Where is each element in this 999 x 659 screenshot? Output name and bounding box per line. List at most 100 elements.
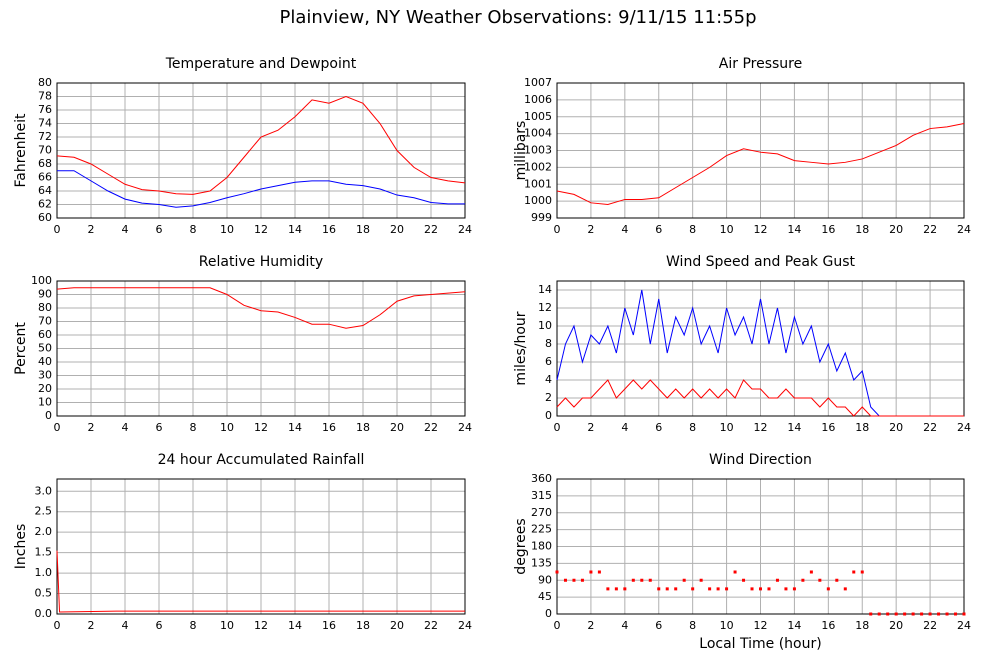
x-tick-label: 18 [855,619,869,632]
scatter-point [920,612,924,616]
y-tick-label: 1006 [524,93,552,106]
scatter-point [623,587,627,591]
scatter-point [945,612,949,616]
scatter-point [606,587,610,591]
scatter-point [699,578,703,582]
scatter-point [733,570,737,574]
y-tick-label: 90 [538,573,552,586]
y-tick-label: 1003 [524,144,552,157]
y-tick-label: 1004 [524,127,552,140]
y-tick-label: 12 [538,301,552,314]
x-tick-label: 14 [787,421,801,434]
x-tick-label: 22 [424,223,438,236]
plot-title: Wind Speed and Peak Gust [666,254,855,270]
plot-frame [556,478,965,615]
plot-frame [56,478,466,615]
y-tick-label: 999 [531,211,552,224]
x-tick-label: 16 [322,223,336,236]
series-line [56,287,466,329]
scatter-point [801,578,805,582]
x-tick-label: 4 [122,421,129,434]
y-tick-label: 1.5 [35,546,53,559]
x-tick-label: 12 [254,421,268,434]
y-tick-label: 45 [538,590,552,603]
x-tick-label: 24 [957,619,971,632]
x-tick-label: 18 [356,223,370,236]
series-line [56,550,465,613]
scatter-point [809,570,813,574]
y-axis-label: degrees [513,518,529,574]
x-tick-label: 16 [821,421,835,434]
y-tick-label: 74 [38,117,52,130]
x-tick-label: 20 [889,619,903,632]
scatter-point [580,578,584,582]
y-tick-label: 0 [545,409,552,422]
y-tick-label: 1007 [524,76,552,89]
x-tick-label: 6 [156,421,163,434]
x-tick-label: 6 [156,619,163,632]
scatter-point [911,612,915,616]
x-tick-label: 18 [356,421,370,434]
y-tick-label: 10 [538,319,552,332]
y-tick-label: 315 [531,489,552,502]
x-tick-label: 4 [621,619,628,632]
plot-frame [56,82,466,219]
y-tick-label: 60 [38,328,52,341]
x-tick-label: 18 [855,223,869,236]
x-tick-label: 10 [220,619,234,632]
x-tick-label: 2 [88,223,95,236]
x-tick-label: 20 [889,223,903,236]
y-tick-label: 180 [531,540,552,553]
y-tick-label: 8 [545,337,552,350]
scatter-point [792,587,796,591]
y-tick-label: 3.0 [35,484,53,497]
scatter-point [852,570,856,574]
scatter-point [716,587,720,591]
x-tick-label: 4 [122,619,129,632]
scatter-point [572,578,576,582]
x-tick-label: 10 [720,223,734,236]
y-tick-label: 1000 [524,194,552,207]
scatter-point [860,570,864,574]
x-tick-label: 14 [787,223,801,236]
scatter-point [962,612,966,616]
y-tick-label: 4 [545,373,552,386]
x-tick-label: 16 [821,223,835,236]
y-tick-label: 1001 [524,177,552,190]
x-tick-label: 6 [156,223,163,236]
scatter-point [597,570,601,574]
y-tick-label: 62 [38,198,52,211]
y-axis-label: Percent [13,322,29,375]
scatter-point [937,612,941,616]
scatter-point [614,587,618,591]
y-tick-label: 1002 [524,160,552,173]
x-tick-label: 4 [621,421,628,434]
scatter-point [563,578,567,582]
x-tick-label: 24 [957,421,971,434]
scatter-point [665,587,669,591]
y-tick-label: 270 [531,506,552,519]
x-axis-label: Local Time (hour) [699,636,821,652]
y-tick-label: 0 [545,607,552,620]
x-tick-label: 22 [424,421,438,434]
y-tick-label: 135 [531,556,552,569]
x-tick-label: 10 [220,223,234,236]
scatter-point [818,578,822,582]
x-tick-label: 8 [689,619,696,632]
x-tick-label: 24 [458,421,472,434]
x-tick-label: 8 [190,619,197,632]
x-tick-label: 20 [390,619,404,632]
series-line [56,95,466,195]
x-tick-label: 4 [122,223,129,236]
y-axis-label: miles/hour [513,311,529,385]
scatter-point [954,612,958,616]
y-tick-label: 68 [38,157,52,170]
x-tick-label: 2 [88,619,95,632]
x-tick-label: 22 [923,223,937,236]
y-tick-label: 0.0 [35,607,53,620]
plot-frame [56,280,466,417]
y-tick-label: 100 [31,274,52,287]
y-tick-label: 30 [38,369,52,382]
x-tick-label: 6 [655,223,662,236]
